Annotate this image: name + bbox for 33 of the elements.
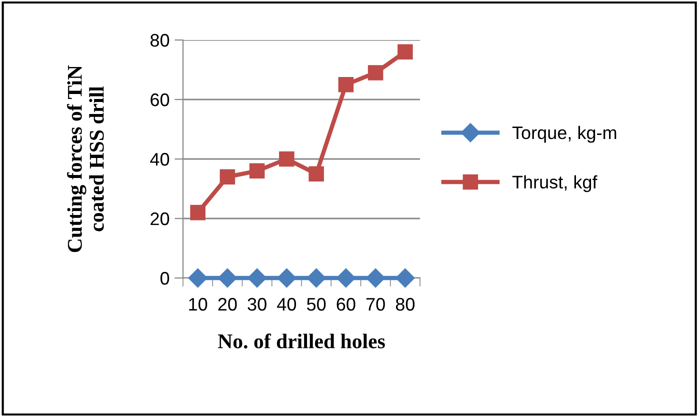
x-tick-label: 70 [366,298,385,311]
y-tick-label: 0 [160,272,170,285]
point [396,268,415,288]
point [368,65,384,80]
x-tick-label: 60 [336,298,356,311]
point [306,268,326,288]
x-tick-label: 10 [189,298,208,311]
y-tick-label: 20 [150,212,170,226]
point [188,268,208,288]
point [249,163,265,179]
point [220,169,236,184]
y-axis-title: Cutting forces of TiN coated HSS drill [67,65,104,252]
legend-label: Thrust, kgf [512,175,598,192]
point [277,268,296,288]
point [308,166,324,182]
y-tick-label: 80 [150,34,170,47]
y-tick-label: 60 [150,93,170,106]
point [398,44,413,60]
point [190,204,206,220]
point [338,76,354,92]
legend-label: Torque, kg-m [512,126,616,143]
point [366,268,386,288]
x-axis-title: No. of drilled holes [218,334,385,348]
point [279,151,294,167]
y-tick-label: 40 [150,152,170,166]
x-tick-label: 30 [248,298,266,311]
x-tick-label: 20 [218,298,237,311]
x-tick-label: 80 [396,298,415,311]
point [248,268,267,288]
point [218,268,237,288]
x-tick-label: 40 [277,298,296,311]
x-tick-label: 50 [306,298,326,311]
point [336,268,356,288]
